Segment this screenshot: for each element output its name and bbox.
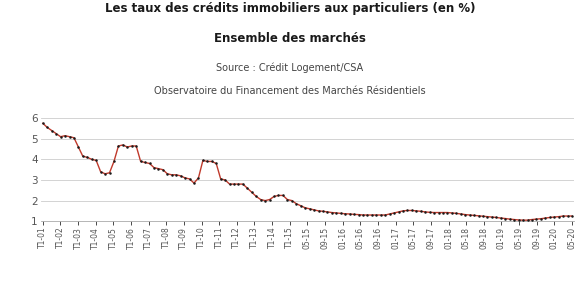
- Text: Source : Crédit Logement/CSA: Source : Crédit Logement/CSA: [216, 62, 364, 73]
- Text: Les taux des crédits immobiliers aux particuliers (en %): Les taux des crédits immobiliers aux par…: [105, 2, 475, 15]
- Text: Ensemble des marchés: Ensemble des marchés: [214, 32, 366, 45]
- Text: Observatoire du Financement des Marchés Résidentiels: Observatoire du Financement des Marchés …: [154, 86, 426, 96]
